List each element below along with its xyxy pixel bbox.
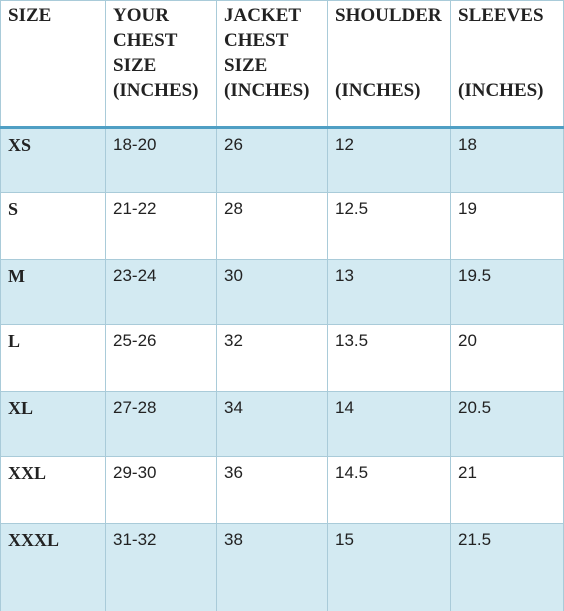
value-cell: 28	[216, 192, 328, 260]
size-cell: M	[0, 259, 106, 325]
value-cell: 31-32	[105, 523, 217, 611]
table-row: S 21-22 28 12.5 19	[0, 192, 564, 260]
value-cell: 21-22	[105, 192, 217, 260]
value-cell: 15	[327, 523, 451, 611]
value-cell: 12.5	[327, 192, 451, 260]
value-cell: 26	[216, 127, 328, 193]
header-cell: YOUR CHEST SIZE (INCHES)	[105, 0, 217, 129]
table-row: XXXL 31-32 38 15 21.5	[0, 523, 564, 611]
header-stack: YOUR CHEST SIZE (INCHES)	[113, 3, 216, 103]
value-cell: 36	[216, 456, 328, 524]
value-cell: 19.5	[450, 259, 564, 325]
header-cell: JACKET CHEST SIZE (INCHES)	[216, 0, 328, 129]
header-cell: SLEEVES (INCHES)	[450, 0, 564, 129]
size-cell: XS	[0, 127, 106, 193]
header-line: CHEST	[224, 30, 289, 51]
value-cell: 27-28	[105, 391, 217, 457]
header-stack: JACKET CHEST SIZE (INCHES)	[224, 3, 327, 103]
header-line: SIZE	[224, 55, 268, 76]
header-line: SIZE	[113, 55, 157, 76]
header-line: CHEST	[113, 30, 178, 51]
value-cell: 21.5	[450, 523, 564, 611]
table-row: XS 18-20 26 12 18	[0, 127, 564, 193]
size-cell: S	[0, 192, 106, 260]
value-cell: 18-20	[105, 127, 217, 193]
table-row: XXL 29-30 36 14.5 21	[0, 456, 564, 524]
header-stack: SLEEVES (INCHES)	[458, 3, 563, 103]
header-line: SLEEVES	[458, 5, 544, 26]
header-line: SIZE	[8, 5, 52, 26]
value-cell: 25-26	[105, 324, 217, 392]
header-stack: SIZE	[8, 3, 105, 103]
value-cell: 19	[450, 192, 564, 260]
value-cell: 13.5	[327, 324, 451, 392]
size-cell: XXXL	[0, 523, 106, 611]
header-line: YOUR	[113, 5, 169, 26]
value-cell: 20.5	[450, 391, 564, 457]
header-stack: SHOULDER (INCHES)	[335, 3, 450, 103]
value-cell: 23-24	[105, 259, 217, 325]
value-cell: 14.5	[327, 456, 451, 524]
value-cell: 38	[216, 523, 328, 611]
size-cell: XXL	[0, 456, 106, 524]
size-cell: L	[0, 324, 106, 392]
table-row: M 23-24 30 13 19.5	[0, 259, 564, 325]
value-cell: 13	[327, 259, 451, 325]
value-cell: 21	[450, 456, 564, 524]
value-cell: 18	[450, 127, 564, 193]
header-cell: SHOULDER (INCHES)	[327, 0, 451, 129]
value-cell: 30	[216, 259, 328, 325]
header-line: (INCHES)	[224, 80, 310, 101]
value-cell: 20	[450, 324, 564, 392]
header-line: (INCHES)	[458, 80, 544, 101]
value-cell: 34	[216, 391, 328, 457]
value-cell: 32	[216, 324, 328, 392]
header-line: JACKET	[224, 5, 302, 26]
header-line: (INCHES)	[113, 80, 199, 101]
value-cell: 12	[327, 127, 451, 193]
table-row: XL 27-28 34 14 20.5	[0, 391, 564, 457]
table-row: L 25-26 32 13.5 20	[0, 324, 564, 392]
value-cell: 14	[327, 391, 451, 457]
header-line: SHOULDER	[335, 5, 442, 26]
header-row: SIZE YOUR CHEST SIZE (INCHES) JACKET CHEST SIZE…	[0, 0, 564, 129]
header-cell: SIZE	[0, 0, 106, 129]
header-line: (INCHES)	[335, 80, 421, 101]
value-cell: 29-30	[105, 456, 217, 524]
size-cell: XL	[0, 391, 106, 457]
